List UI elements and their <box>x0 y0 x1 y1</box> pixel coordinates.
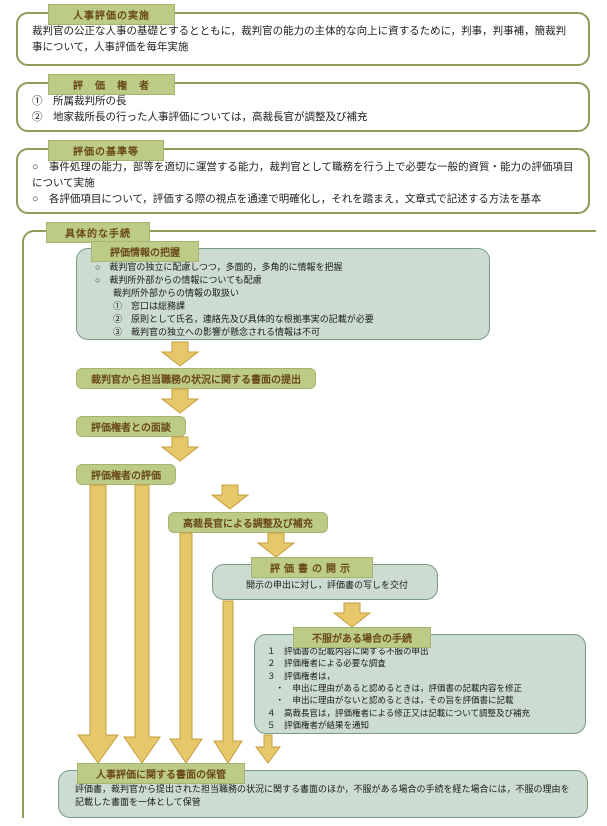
step1-box: 評価情報の把握 ○ 裁判官の独立に配慮しつつ，多面的，多角的に情報を把握 ○ 裁… <box>76 248 490 340</box>
section-jisshi: 人事評価の実施 裁判官の公正な人事の基礎とするとともに，裁判官の能力の主体的な向… <box>16 12 590 66</box>
step8-box: 人事評価に関する書面の保管 評価書，裁判官から提出された担当職務の状況に関する書… <box>58 770 588 818</box>
bigarrow-c <box>168 532 204 764</box>
step7-line-5: ４ 高裁長官は，評価権者による修正又は記載について調整及び補充 <box>267 707 577 719</box>
step1-line-3: ① 窓口は総務課 <box>95 300 477 313</box>
section-kijun-label: 評価の基準等 <box>48 140 164 161</box>
step8-label: 人事評価に関する書面の保管 <box>77 763 245 784</box>
step7-line-3: ・ 申出に理由があると認めるときは，評価書の記載内容を修正 <box>267 682 577 694</box>
bigarrow-a <box>76 484 120 764</box>
arrow-4 <box>210 484 250 510</box>
procedure-title: 具体的な手続 <box>46 222 150 243</box>
kijun-item-1: ○ 事件処理の能力，部等を適切に運営する能力，裁判官として職務を行う上で必要な一… <box>32 160 574 192</box>
section-kensha: 評 価 権 者 ① 所属裁判所の長 ② 地家裁所長の行った人事評価については，高… <box>16 82 590 132</box>
step1-line-4: ② 原則として氏名，連絡先及び具体的な根拠事実の記載が必要 <box>95 313 477 326</box>
step1-body: ○ 裁判官の独立に配慮しつつ，多面的，多角的に情報を把握 ○ 裁判所外部からの情… <box>77 249 489 347</box>
step6-box: 評価書の開示 開示の申出に対し，評価書の写しを交付 <box>212 564 438 600</box>
kijun-item-2: ○ 各評価項目について，評価する際の視点を通達で明確化し，それを踏まえ，文章式で… <box>32 192 574 208</box>
step7-line-6: ５ 評価権者が結果を通知 <box>267 719 577 731</box>
bigarrow-d <box>212 600 244 764</box>
arrow-2 <box>160 388 200 414</box>
step4-strip: 評価権者の評価 <box>76 464 176 485</box>
step5-strip: 高裁長官による調整及び補充 <box>168 512 328 533</box>
bigarrow-b <box>122 484 162 764</box>
step7-line-1: ２ 評価権者による必要な調査 <box>267 657 577 669</box>
step7-label: 不服がある場合の手続 <box>293 627 431 648</box>
step2-strip: 裁判官から担当職務の状況に関する書面の提出 <box>76 368 316 389</box>
section-jisshi-label: 人事評価の実施 <box>48 4 175 25</box>
step6-label: 評価書の開示 <box>251 557 373 578</box>
step7-line-4: ・ 申出に理由がないと認めるときは，その旨を評価書に記載 <box>267 694 577 706</box>
step3-strip: 評価権者との面談 <box>76 416 186 437</box>
step1-line-2: 裁判所外部からの情報の取扱い <box>95 287 477 300</box>
bigarrow-e <box>254 734 282 764</box>
step1-line-0: ○ 裁判官の独立に配慮しつつ，多面的，多角的に情報を把握 <box>95 261 477 274</box>
step7-box: 不服がある場合の手続 １ 評価書の記載内容に関する不服の申出 ２ 評価権者による… <box>254 634 586 734</box>
arrow-5 <box>256 532 296 558</box>
step7-line-2: ３ 評価権者は， <box>267 670 577 682</box>
step1-label: 評価情報の把握 <box>91 241 199 262</box>
section-kijun: 評価の基準等 ○ 事件処理の能力，部等を適切に運営する能力，裁判官として職務を行… <box>16 148 590 214</box>
arrow-6 <box>332 602 372 628</box>
kensha-item-1: ① 所属裁判所の長 <box>32 94 574 110</box>
step1-line-1: ○ 裁判所外部からの情報についても配慮 <box>95 274 477 287</box>
step1-line-5: ③ 裁判官の独立への影響が懸念される情報は不可 <box>95 326 477 339</box>
arrow-3 <box>160 436 200 462</box>
kensha-item-2: ② 地家裁所長の行った人事評価については，高裁長官が調整及び補充 <box>32 110 574 126</box>
step7-body: １ 評価書の記載内容に関する不服の申出 ２ 評価権者による必要な調査 ３ 評価権… <box>255 635 585 735</box>
section-kensha-label: 評 価 権 者 <box>48 74 175 95</box>
arrow-1 <box>160 341 200 367</box>
